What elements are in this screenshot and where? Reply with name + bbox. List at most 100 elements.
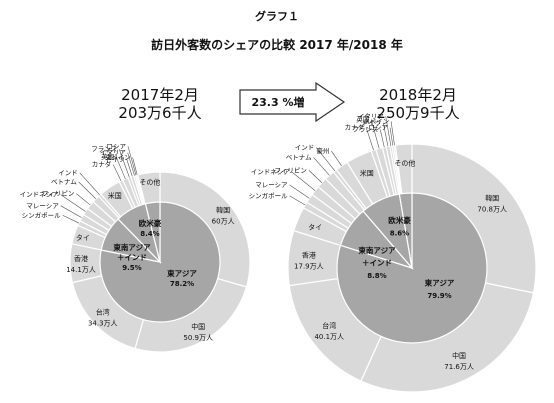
inner-value-label: 8.8% (367, 272, 386, 280)
inner-value-label: 79.9% (427, 292, 451, 300)
leader-line (126, 159, 133, 177)
leader-line (382, 122, 389, 147)
slice-label: 韓国 (485, 194, 499, 203)
leader-line (331, 150, 342, 167)
slice-value-label: 71.6万人 (444, 363, 474, 371)
slice-value-label: 60万人 (212, 218, 235, 226)
leader-line (289, 195, 306, 206)
slice-label: その他 (394, 159, 415, 168)
slice-label: 米国 (108, 191, 122, 200)
inner-label: 東アジア (167, 268, 197, 278)
slice-value-label: 14.1万人 (66, 266, 96, 274)
slice-label: フィリピン (275, 166, 307, 174)
leader-line (127, 146, 137, 176)
inner-label: 東南アジア (358, 245, 396, 255)
leader-line (132, 157, 138, 176)
growth-label: 23.3 %増 (252, 95, 305, 109)
slice-value-label: 40.1万人 (314, 333, 344, 341)
slice-label: ロシア (106, 142, 126, 150)
slice-label: マレーシア (26, 202, 59, 210)
inner-label: 東南アジア (113, 242, 151, 252)
slice-label: 台湾 (96, 307, 110, 316)
leader-line (370, 119, 380, 149)
slice-label: 米国 (360, 169, 374, 178)
slice-label: フィリピン (42, 190, 74, 198)
pie-2017-title-month: 2017年2月 (121, 86, 199, 104)
inner-value-label: 9.5% (122, 264, 141, 272)
leader-line (60, 194, 86, 212)
slice-label: 中国 (452, 351, 466, 360)
slice-label: イタリア (100, 148, 126, 157)
slice-label: 英国 (356, 114, 369, 123)
slice-label: 豪州 (316, 146, 329, 155)
pie-2018-title-total: 250万9千人 (376, 104, 460, 122)
leader-line (112, 164, 122, 181)
leader-line (308, 170, 323, 183)
slice-label: フランス (352, 126, 378, 134)
pie-2018-title-month: 2018年2月 (379, 86, 457, 104)
inner-label: ＋インド (117, 253, 147, 262)
slice-label: マレーシア (255, 181, 288, 189)
pie-2017-title: 2017年2月 203万6千人 (80, 86, 240, 122)
slice-value-label: 17.9万人 (294, 263, 324, 271)
leader-line (365, 127, 374, 151)
slice-label: 台湾 (322, 321, 336, 330)
slice-label: 香港 (302, 251, 316, 260)
slice-label: カナダ (92, 160, 112, 169)
slice-label: ベトナム (286, 153, 312, 161)
pie-2017-title-total: 203万6千人 (118, 104, 202, 122)
leader-line (78, 181, 97, 200)
slice-label: 英国 (101, 152, 114, 161)
leader-line (118, 149, 130, 178)
slice-label: インド (295, 143, 315, 151)
leader-line (115, 156, 126, 180)
leader-line (289, 184, 310, 199)
slice-label: シンガポール (249, 191, 289, 200)
slice-label: ドイツ (105, 155, 125, 163)
slice-label: インド (58, 169, 78, 177)
leader-line (390, 121, 395, 146)
figure-label: グラフ１ (255, 10, 299, 23)
arrow-icon (239, 82, 346, 122)
inner-slice (99, 201, 221, 323)
slice-label: 韓国 (216, 206, 230, 215)
pie-2018-title: 2018年2月 250万9千人 (338, 86, 498, 122)
slice-label: その他 (139, 178, 160, 187)
slice-label: 香港 (74, 254, 88, 263)
leader-line (76, 193, 91, 206)
leader-line (385, 116, 392, 146)
inner-label: ＋インド (362, 259, 392, 268)
slice-label: フランス (91, 145, 117, 153)
inner-slice (144, 201, 161, 263)
inner-value-label: 78.2% (170, 280, 194, 288)
slice-label: ロシア (369, 124, 389, 132)
slice-value-label: 50.9万人 (183, 334, 213, 342)
growth-arrow: 23.3 %増 (239, 82, 346, 122)
slice-label: イタリア (358, 111, 384, 120)
leader-line (313, 157, 330, 176)
slice-label: 中国 (191, 322, 205, 331)
inner-label: 欧米豪 (139, 218, 162, 228)
inner-label: 欧米豪 (388, 215, 411, 225)
slice-label: カナダ (345, 122, 365, 131)
leader-line (62, 214, 79, 224)
slice-label: ドイツ (362, 119, 382, 127)
slice-value-label: 70.8万人 (477, 206, 507, 214)
leader-line (79, 172, 101, 196)
slice-label: スペイン (364, 117, 390, 125)
slice-label: シンガポール (22, 210, 62, 219)
leader-line (379, 129, 385, 148)
inner-value-label: 8.6% (390, 230, 409, 238)
inner-label: 東アジア (425, 278, 455, 288)
slice-label: スペイン (105, 154, 131, 162)
slice-value-label: 34.3万人 (88, 319, 118, 327)
leader-line (389, 127, 394, 146)
slice-label: インドネシア (20, 191, 60, 199)
slice-label: タイ (76, 233, 90, 242)
slice-label: ベトナム (51, 178, 77, 186)
leader-line (315, 147, 336, 172)
inner-value-label: 8.4% (140, 230, 159, 238)
leader-line (291, 171, 316, 191)
slice-label: タイ (308, 222, 322, 231)
leader-line (127, 152, 135, 176)
